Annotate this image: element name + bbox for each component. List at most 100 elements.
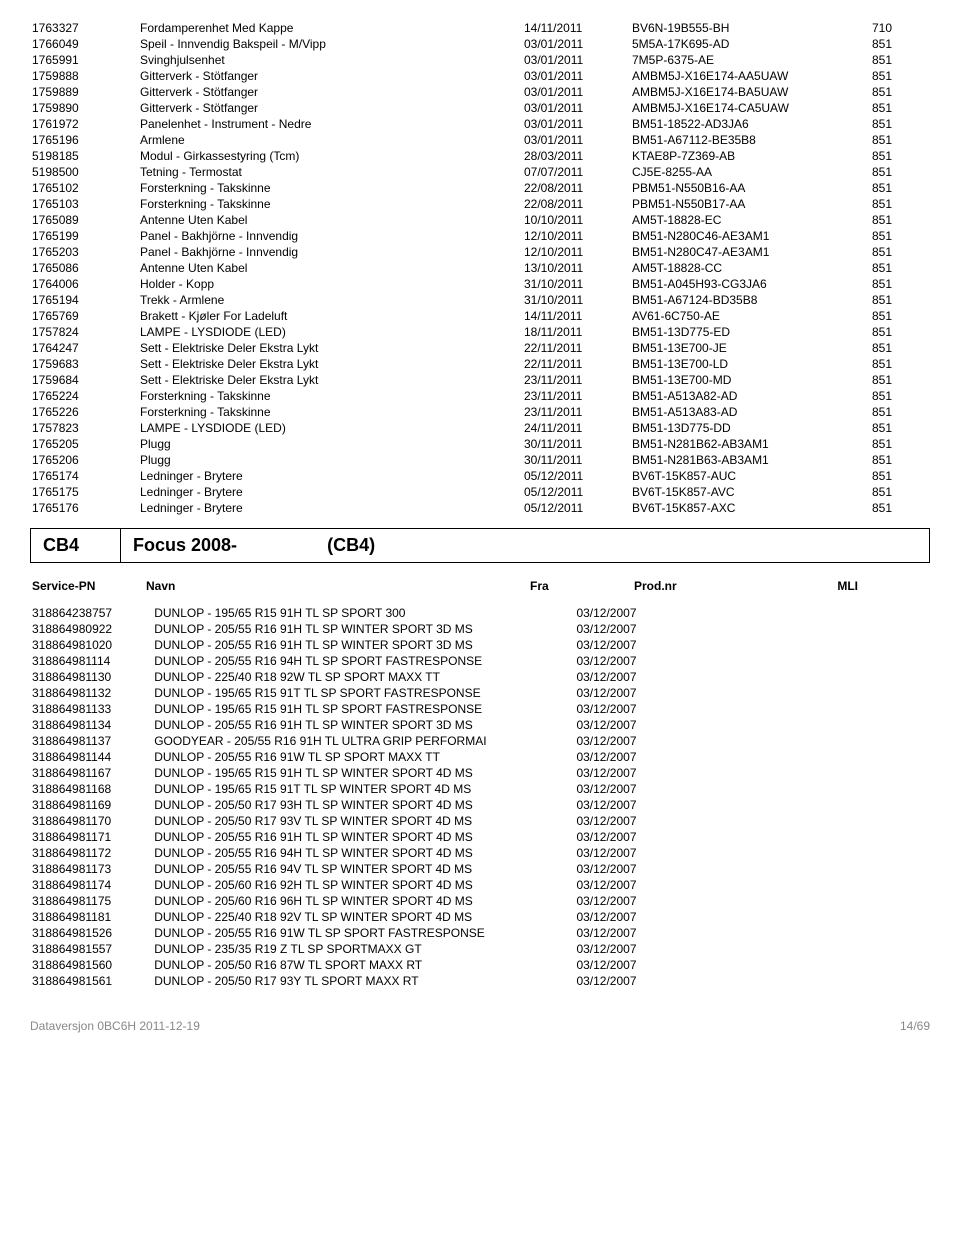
table-cell: Plugg [138, 436, 522, 452]
table-cell [686, 637, 875, 653]
table-cell: 318864981167 [30, 765, 152, 781]
table-cell: 30/11/2011 [522, 436, 630, 452]
table-row: 1763327Fordamperenhet Med Kappe14/11/201… [30, 20, 930, 36]
table-cell: 1757823 [30, 420, 138, 436]
table-row: 318864981167DUNLOP - 195/65 R15 91H TL S… [30, 765, 930, 781]
table-row: 318864981174DUNLOP - 205/60 R16 92H TL S… [30, 877, 930, 893]
table-cell: 13/10/2011 [522, 260, 630, 276]
table-cell [686, 925, 875, 941]
table-cell: Antenne Uten Kabel [138, 212, 522, 228]
table-row: 318864981526DUNLOP - 205/55 R16 91W TL S… [30, 925, 930, 941]
table-cell [874, 925, 930, 941]
table-cell: 851 [870, 132, 930, 148]
table-cell: AV61-6C750-AE [630, 308, 870, 324]
table-cell: Forsterkning - Takskinne [138, 404, 522, 420]
table-cell [686, 717, 875, 733]
table-cell: 851 [870, 484, 930, 500]
table-cell: 851 [870, 308, 930, 324]
footer-version: Dataversjon 0BC6H 2011-12-19 [30, 1019, 200, 1033]
table-cell: Forsterkning - Takskinne [138, 388, 522, 404]
table-row: 1765991Svinghjulsenhet03/01/20117M5P-637… [30, 52, 930, 68]
section-code: CB4 [31, 529, 121, 562]
table-cell [874, 749, 930, 765]
table-row: 1765196Armlene03/01/2011BM51-A67112-BE35… [30, 132, 930, 148]
table-cell: 31/10/2011 [522, 276, 630, 292]
table-cell: 1765176 [30, 500, 138, 516]
table-cell: BM51-A513A82-AD [630, 388, 870, 404]
table-row: 1759889Gitterverk - Stötfanger03/01/2011… [30, 84, 930, 100]
table-cell: DUNLOP - 195/65 R15 91T TL SP SPORT FAST… [152, 685, 574, 701]
table-row: 318864981134DUNLOP - 205/55 R16 91H TL S… [30, 717, 930, 733]
table-row: 318864981144DUNLOP - 205/55 R16 91W TL S… [30, 749, 930, 765]
table-cell: 1765175 [30, 484, 138, 500]
table-cell: 1765102 [30, 180, 138, 196]
table-cell: 318864981171 [30, 829, 152, 845]
table-cell: 03/12/2007 [574, 733, 685, 749]
table-cell [874, 829, 930, 845]
table-cell: DUNLOP - 205/55 R16 91W TL SP SPORT FAST… [152, 925, 574, 941]
table-cell [874, 733, 930, 749]
table-cell: Gitterverk - Stötfanger [138, 84, 522, 100]
table-cell: DUNLOP - 205/50 R17 93V TL SP WINTER SPO… [152, 813, 574, 829]
table-row: 1765176Ledninger - Brytere05/12/2011BV6T… [30, 500, 930, 516]
table-cell [686, 829, 875, 845]
table-cell: 1759683 [30, 356, 138, 372]
table-cell [874, 669, 930, 685]
table-cell: 851 [870, 148, 930, 164]
table-cell: DUNLOP - 205/55 R16 94H TL SP SPORT FAST… [152, 653, 574, 669]
table-cell: 03/12/2007 [574, 637, 685, 653]
table-cell: 1765194 [30, 292, 138, 308]
table-cell: 318864981173 [30, 861, 152, 877]
table-cell: 03/12/2007 [574, 813, 685, 829]
table-cell: 318864981175 [30, 893, 152, 909]
table-cell: 03/12/2007 [574, 829, 685, 845]
table-row: 318864981168DUNLOP - 195/65 R15 91T TL S… [30, 781, 930, 797]
table-cell [874, 701, 930, 717]
table-cell: 23/11/2011 [522, 404, 630, 420]
table-cell [874, 909, 930, 925]
table-cell: 03/12/2007 [574, 845, 685, 861]
table-cell: 851 [870, 420, 930, 436]
table-cell: Ledninger - Brytere [138, 500, 522, 516]
table-cell: BM51-A67124-BD35B8 [630, 292, 870, 308]
table-cell: 1761972 [30, 116, 138, 132]
table-cell: 318864981144 [30, 749, 152, 765]
table-cell: 1765206 [30, 452, 138, 468]
table-cell: 318864981132 [30, 685, 152, 701]
table-cell: 851 [870, 452, 930, 468]
table-row: 1765089Antenne Uten Kabel10/10/2011AM5T-… [30, 212, 930, 228]
column-headers: Service-PN Navn Fra Prod.nr MLI [30, 575, 930, 605]
table-cell [874, 861, 930, 877]
header-navn: Navn [144, 579, 528, 593]
table-cell: 05/12/2011 [522, 484, 630, 500]
table-cell [686, 669, 875, 685]
table-row: 1765102Forsterkning - Takskinne22/08/201… [30, 180, 930, 196]
table-cell: 851 [870, 196, 930, 212]
table-row: 5198185Modul - Girkassestyring (Tcm)28/0… [30, 148, 930, 164]
table-cell: Plugg [138, 452, 522, 468]
table-cell: 318864981020 [30, 637, 152, 653]
table-row: 318864981181DUNLOP - 225/40 R18 92V TL S… [30, 909, 930, 925]
table-cell: 03/01/2011 [522, 68, 630, 84]
table-cell [686, 845, 875, 861]
table-cell: 03/12/2007 [574, 893, 685, 909]
table-cell: BM51-13E700-JE [630, 340, 870, 356]
table-cell: DUNLOP - 205/55 R16 94V TL SP WINTER SPO… [152, 861, 574, 877]
table-cell: DUNLOP - 205/55 R16 91W TL SP SPORT MAXX… [152, 749, 574, 765]
table-row: 318864981132DUNLOP - 195/65 R15 91T TL S… [30, 685, 930, 701]
table-cell: 1765226 [30, 404, 138, 420]
table-cell: Brakett - Kjøler For Ladeluft [138, 308, 522, 324]
table-row: 1765206Plugg30/11/2011BM51-N281B63-AB3AM… [30, 452, 930, 468]
table-cell: DUNLOP - 225/40 R18 92V TL SP WINTER SPO… [152, 909, 574, 925]
table-cell [686, 813, 875, 829]
table-row: 1761972Panelenhet - Instrument - Nedre03… [30, 116, 930, 132]
table-cell: DUNLOP - 225/40 R18 92W TL SP SPORT MAXX… [152, 669, 574, 685]
table-cell: Antenne Uten Kabel [138, 260, 522, 276]
table-cell: 1765174 [30, 468, 138, 484]
table-row: 318864981173DUNLOP - 205/55 R16 94V TL S… [30, 861, 930, 877]
table-cell: BV6T-15K857-AXC [630, 500, 870, 516]
table-cell: 318864981169 [30, 797, 152, 813]
table-cell [686, 877, 875, 893]
table-cell: AMBM5J-X16E174-BA5UAW [630, 84, 870, 100]
table-cell: BM51-N280C46-AE3AM1 [630, 228, 870, 244]
